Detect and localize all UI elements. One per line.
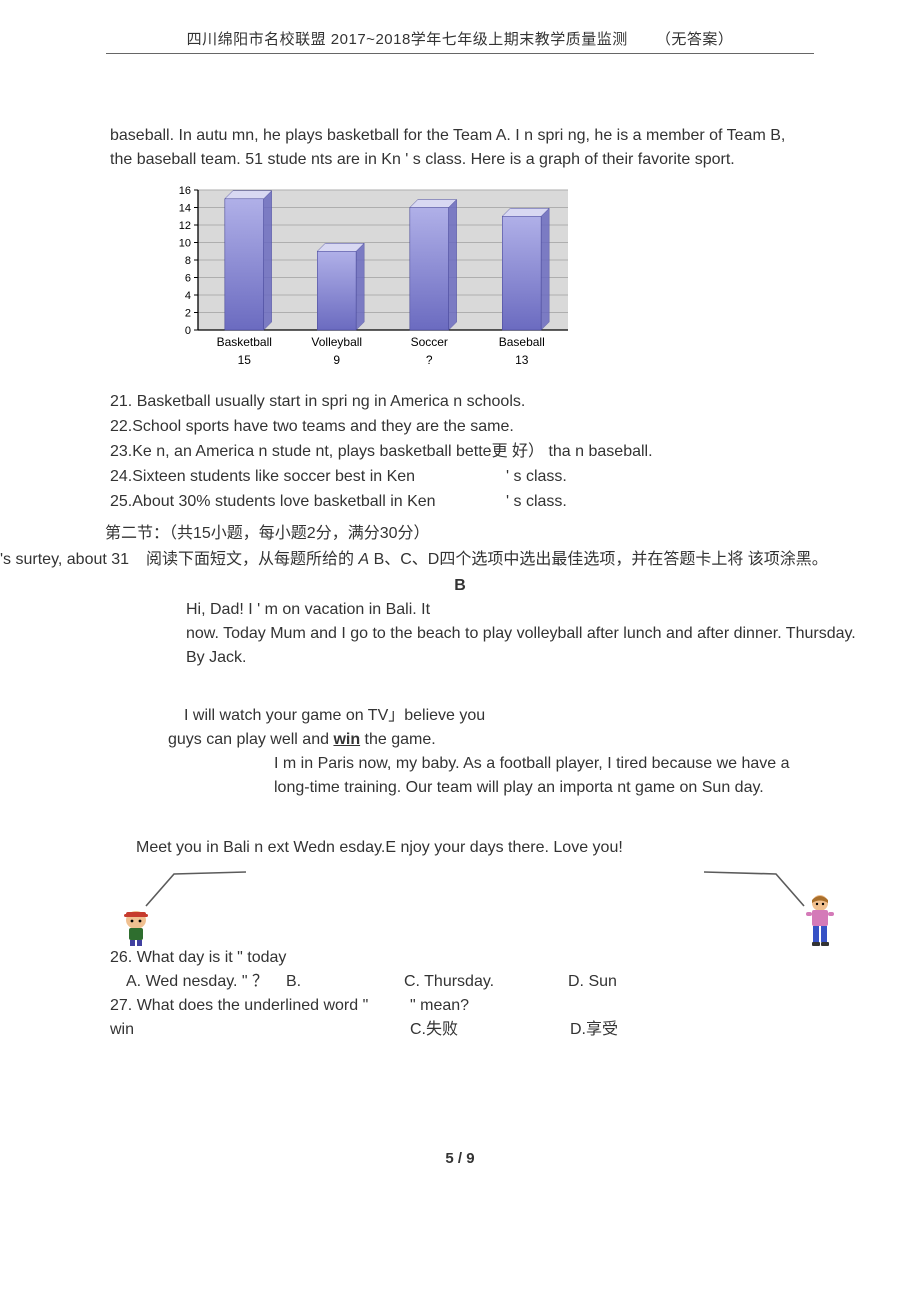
svg-text:Baseball: Baseball xyxy=(499,335,545,349)
intro-line1: baseball. In autu mn, he plays basketbal… xyxy=(110,124,920,148)
q27-stem: 27. What does the underlined word " " me… xyxy=(110,994,920,1018)
svg-text:16: 16 xyxy=(179,185,191,197)
header-text-right: （无答案） xyxy=(656,31,734,48)
msg2b-pre: guys can play well and xyxy=(168,731,333,748)
section2-heading: 第二节：（共15小题，每小题2分，满分30分） xyxy=(105,522,920,546)
q27-stem-right: " mean? xyxy=(410,994,469,1018)
svg-text:4: 4 xyxy=(185,290,191,302)
passage-msg2-line2: guys can play well and win the game. xyxy=(168,728,920,752)
statement-21: 21. Basketball usually start in spri ng … xyxy=(110,390,920,414)
msg2b-post: the game. xyxy=(360,731,436,748)
speech-line-left-icon xyxy=(140,866,250,912)
header-text-left: 四川绵阳市名校联盟 2017~2018学年七年级上期末教学质量监测 xyxy=(187,31,628,48)
statement-25-left: 25.About 30% students love basketball in… xyxy=(110,490,448,514)
q26-options: A. Wed nesday. " ？ B. C. Thursday. D. Su… xyxy=(110,970,920,994)
intro-line2: the baseball team. 51 stude nts are in K… xyxy=(110,148,920,172)
section2-instruction: 阅读下面短文，从每题所给的 A B、C、D四个选项中选出最佳选项，并在答题卡上将… xyxy=(146,548,920,572)
msg1-line1: Hi, Dad! I ' m on vacation in Bali. It xyxy=(186,598,920,622)
q26-stem: 26. What day is it " today xyxy=(110,946,920,970)
q27-opt-c: C.失败 xyxy=(410,1018,570,1042)
svg-text:12: 12 xyxy=(179,220,191,232)
svg-text:6: 6 xyxy=(185,273,191,285)
msg1-line3: By Jack. xyxy=(186,646,920,670)
q27-opt-a: win xyxy=(110,1018,410,1042)
boy-character-icon xyxy=(118,908,154,946)
passage-b-label: B xyxy=(0,574,920,598)
q27-options: win C.失败 D.享受 xyxy=(110,1018,920,1042)
statement-25-right: ' s class. xyxy=(448,490,567,514)
page-header: 四川绵阳市名校联盟 2017~2018学年七年级上期末教学质量监测 （无答案） xyxy=(0,0,920,49)
page-footer: 5 / 9 xyxy=(0,1150,920,1167)
q26-opt-d: D. Sun xyxy=(568,970,617,994)
section2-sub-a: A xyxy=(358,551,369,568)
stray-left-text: 's surtey, about 31 xyxy=(0,548,129,572)
dad-character-icon xyxy=(800,894,840,948)
passage-msg1: Hi, Dad! I ' m on vacation in Bali. It n… xyxy=(186,598,920,670)
questions-block: 26. What day is it " today A. Wed nesday… xyxy=(110,946,920,1042)
passage-msg3: I m in Paris now, my baby. As a football… xyxy=(274,752,920,800)
icons-row xyxy=(0,860,920,946)
msg1-line2: now. Today Mum and I go to the beach to … xyxy=(186,622,920,646)
passage-msg2-line1: I will watch your game on TV」believe you xyxy=(184,704,920,728)
q26-opt-c: C. Thursday. xyxy=(404,970,568,994)
msg3-line2: long-time training. Our team will play a… xyxy=(274,776,910,800)
svg-text:Soccer: Soccer xyxy=(411,335,448,349)
svg-text:9: 9 xyxy=(333,353,340,367)
bar-chart-svg: 0 2 4 6 8 10 12 14 16 Basketball 15 Volleyball 9 Socc… xyxy=(158,182,590,382)
favorite-sport-chart: 0 2 4 6 8 10 12 14 16 Basketball 15 Volleyball 9 Socc… xyxy=(158,182,590,382)
q27-opt-d: D.享受 xyxy=(570,1018,618,1042)
msg3-line1: I m in Paris now, my baby. As a football… xyxy=(274,752,910,776)
svg-text:10: 10 xyxy=(179,238,191,250)
svg-text:?: ? xyxy=(426,353,433,367)
svg-text:15: 15 xyxy=(238,353,252,367)
statement-23: 23.Ke n, an America n stude nt, plays ba… xyxy=(110,440,920,464)
statement-25: 25.About 30% students love basketball in… xyxy=(110,490,920,514)
statement-24-right: ' s class. xyxy=(448,465,567,489)
q26-opt-b: B. xyxy=(286,970,404,994)
q27-stem-left: 27. What does the underlined word " xyxy=(110,994,410,1018)
section2-sub-rest: B、C、D四个选项中选出最佳选项，并在答题卡上将 该项涂黑。 xyxy=(369,551,828,568)
section2-sub-pre: 阅读下面短文，从每题所给的 xyxy=(146,551,358,568)
passage-msg4: Meet you in Bali n ext Wedn esday.E njoy… xyxy=(136,836,920,860)
svg-text:8: 8 xyxy=(185,255,191,267)
speech-line-right-icon xyxy=(700,866,810,912)
svg-text:14: 14 xyxy=(179,203,191,215)
msg2b-win: win xyxy=(333,731,360,748)
svg-text:0: 0 xyxy=(185,325,191,337)
svg-text:Volleyball: Volleyball xyxy=(311,335,362,349)
statement-24: 24.Sixteen students like soccer best in … xyxy=(110,465,920,489)
q26-opt-a: A. Wed nesday. " ？ xyxy=(110,970,286,994)
svg-text:2: 2 xyxy=(185,308,191,320)
statement-24-left: 24.Sixteen students like soccer best in … xyxy=(110,465,448,489)
statement-22: 22.School sports have two teams and they… xyxy=(110,415,920,439)
svg-text:Basketball: Basketball xyxy=(217,335,272,349)
svg-text:13: 13 xyxy=(515,353,529,367)
statements-block: 21. Basketball usually start in spri ng … xyxy=(110,390,920,514)
